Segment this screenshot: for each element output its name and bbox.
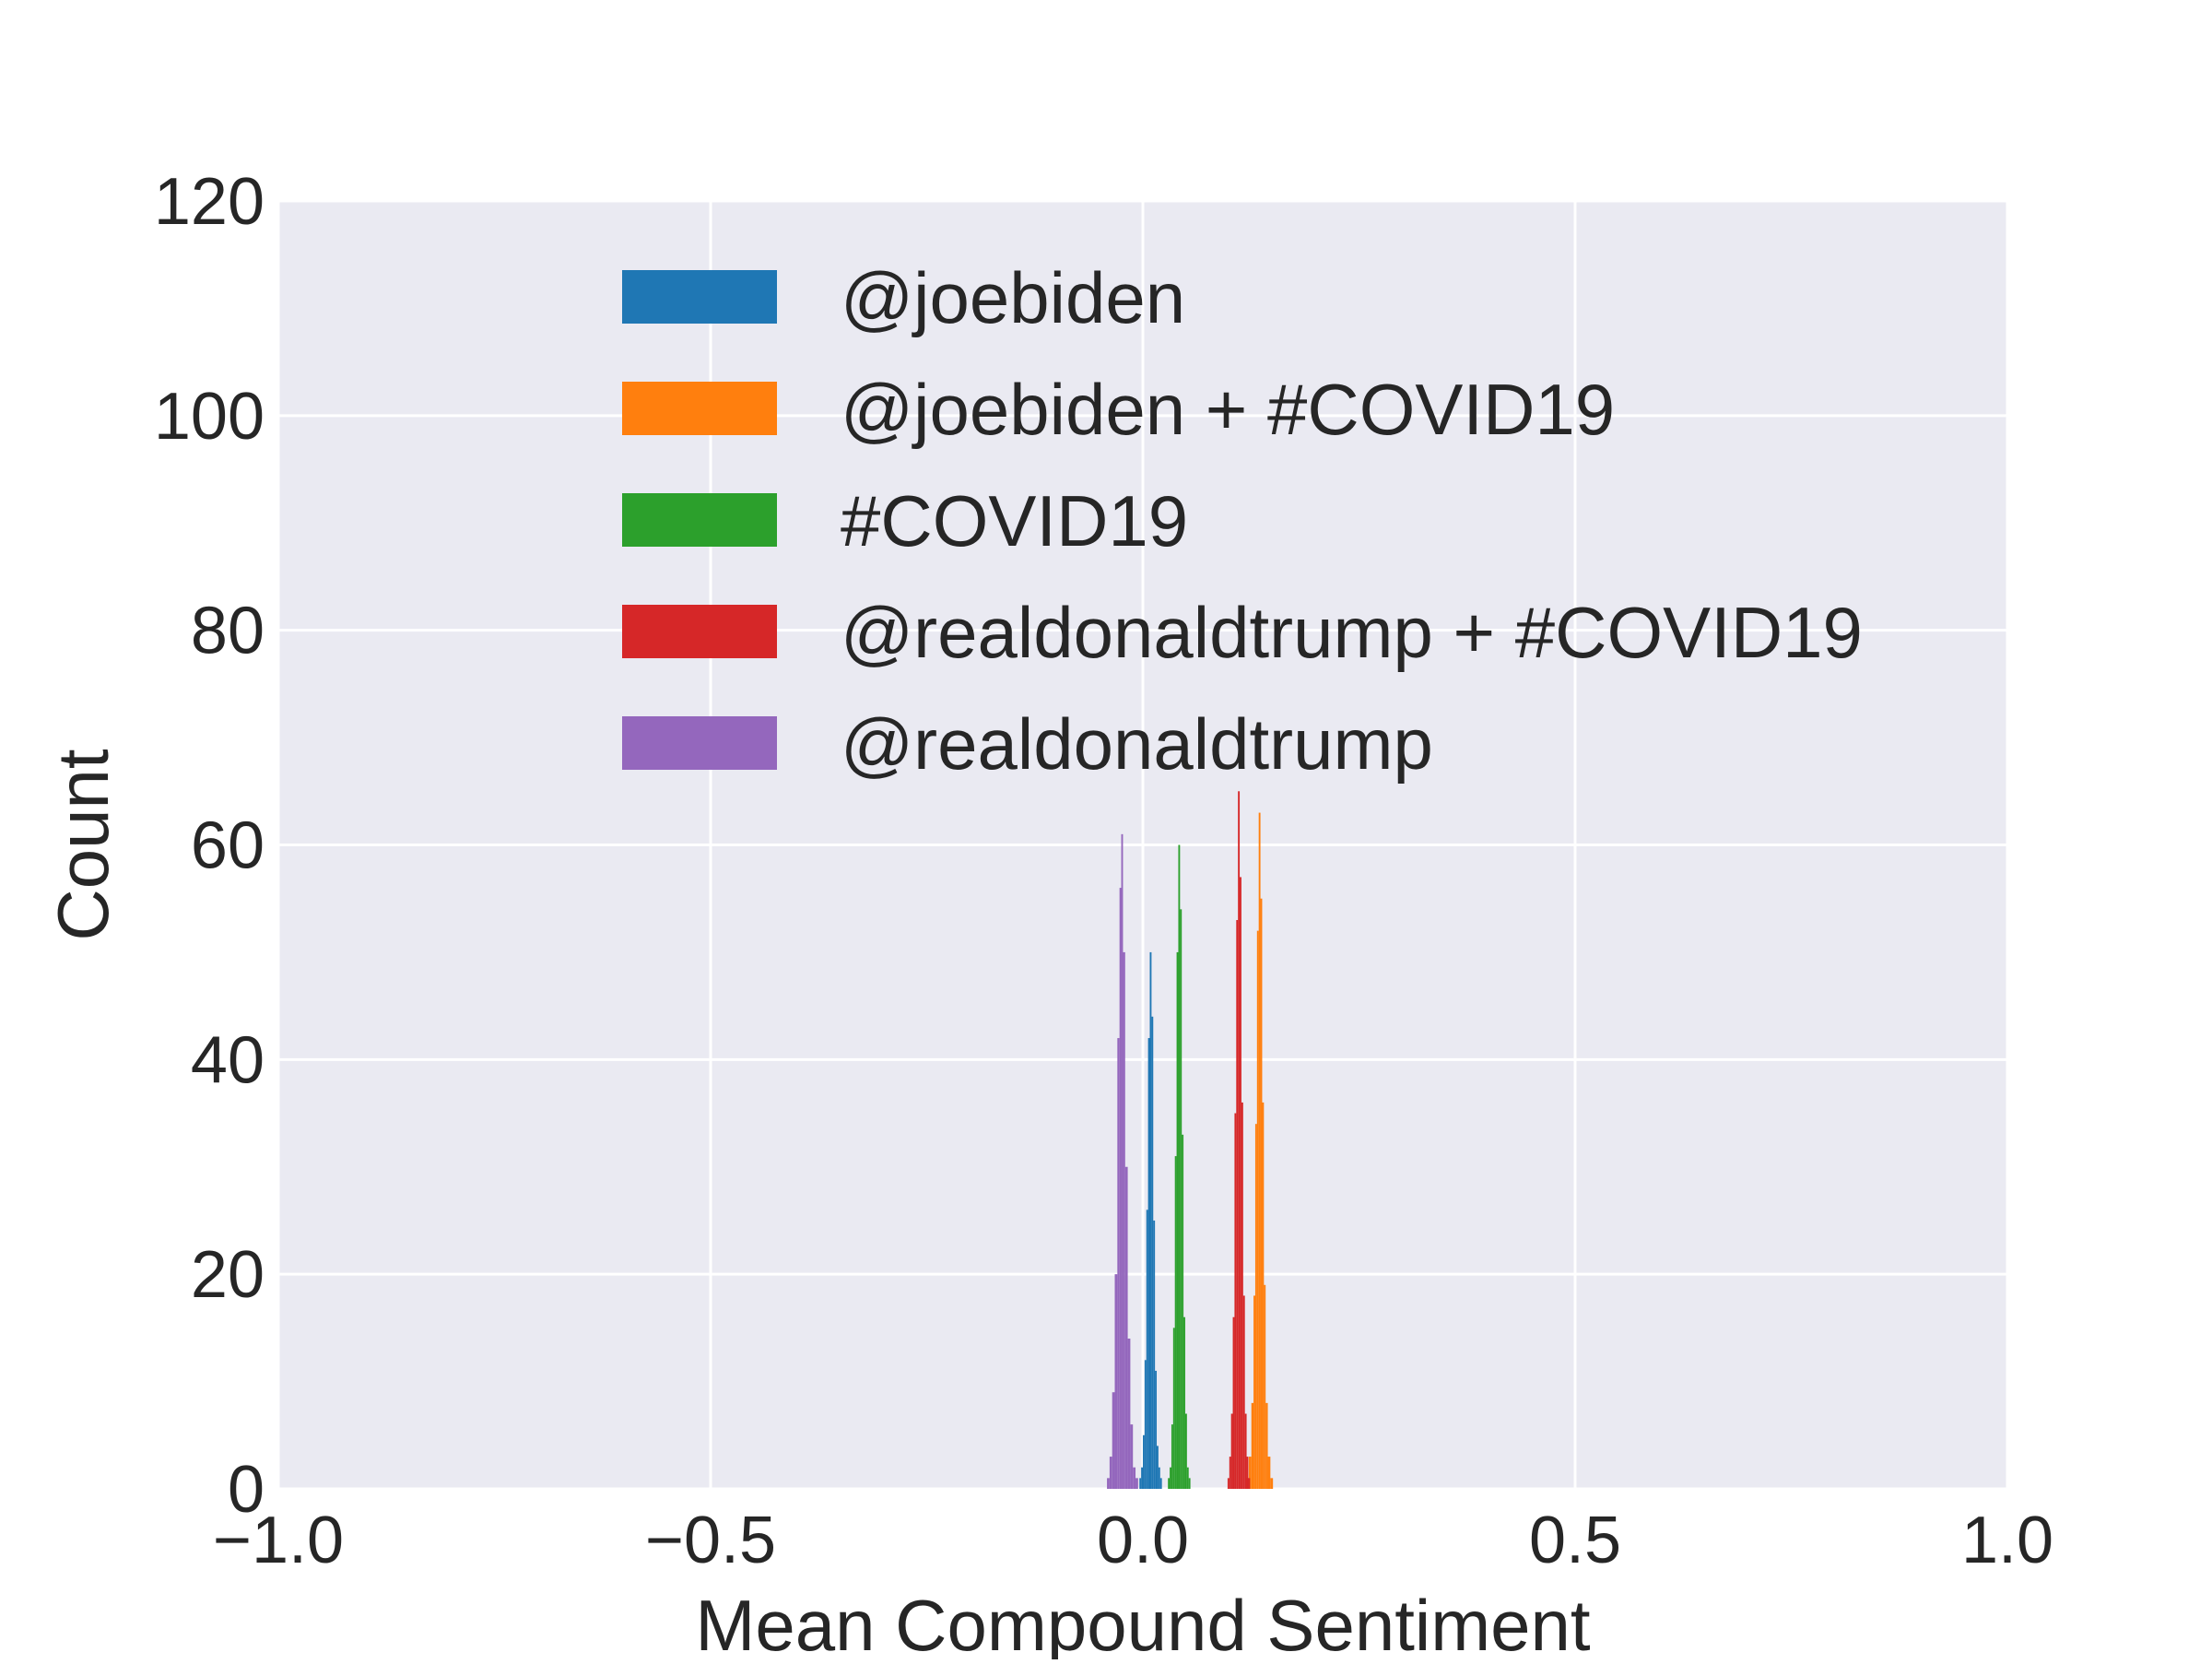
y-tick-label: 40: [191, 1023, 265, 1097]
x-axis-title: Mean Compound Sentiment: [695, 1585, 1591, 1659]
histogram-bar: [1183, 1316, 1185, 1489]
histogram-bar: [1109, 1457, 1112, 1489]
histogram-bar: [1262, 1102, 1265, 1489]
series-4: [1107, 833, 1138, 1489]
histogram-bar: [1119, 888, 1122, 1489]
histogram-bar: [1236, 919, 1239, 1489]
legend-label: @realdonaldtrump: [841, 703, 1433, 785]
tick-labels: −1.0 −0.5 0.0 0.5 1.0 0 20 40 60 80 100 120: [154, 165, 2053, 1577]
histogram-bar: [1248, 1457, 1252, 1489]
x-tick-label: 0.0: [1097, 1504, 1189, 1577]
histogram-bar: [1240, 877, 1241, 1489]
legend-label: #COVID19: [841, 480, 1188, 561]
histogram-bar: [1253, 1295, 1255, 1489]
x-tick-label: 1.0: [1961, 1504, 2053, 1577]
histogram-bar: [1139, 1478, 1142, 1489]
y-tick-label: 20: [191, 1238, 265, 1312]
x-tick-label: −0.5: [645, 1504, 776, 1577]
histogram-bar: [1114, 1274, 1118, 1489]
histogram-bar: [1176, 951, 1179, 1489]
legend-label: @joebiden + #COVID19: [841, 369, 1615, 450]
series-1: [1246, 812, 1274, 1489]
legend-swatch: [622, 270, 777, 324]
histogram-bar: [1182, 1134, 1184, 1489]
x-tick-label: −1.0: [213, 1504, 344, 1577]
histogram-bar: [1227, 1478, 1230, 1489]
histogram-bar: [1168, 1478, 1171, 1489]
histogram-bar: [1256, 930, 1259, 1489]
y-tick-label: 80: [191, 595, 265, 668]
histogram-bar: [1147, 1038, 1150, 1489]
legend: @joebiden @joebiden + #COVID19 #COVID19 @re…: [622, 257, 1863, 785]
y-tick-label: 0: [228, 1453, 265, 1527]
histogram-bar: [1141, 1467, 1143, 1489]
histogram-bar: [1143, 1434, 1145, 1489]
histogram-bar: [1180, 909, 1182, 1489]
legend-swatch: [622, 605, 777, 658]
legend-label: @realdonaldtrump + #COVID19: [841, 592, 1863, 673]
y-axis-title: Count: [42, 749, 124, 940]
legend-swatch: [622, 382, 777, 435]
histogram-bar: [1127, 1339, 1131, 1489]
histogram-bar: [1130, 1424, 1134, 1489]
histogram-bar: [1270, 1478, 1274, 1489]
legend-swatch: [622, 716, 777, 770]
histogram-bar: [1124, 1166, 1128, 1489]
histogram-bar: [1174, 1156, 1177, 1489]
histogram-bar: [1172, 1328, 1175, 1489]
histogram-bar: [1151, 1016, 1154, 1489]
histogram-bar: [1258, 812, 1261, 1489]
histogram-bar: [1241, 1102, 1243, 1489]
histogram-bar: [1232, 1316, 1235, 1489]
y-tick-label: 60: [191, 809, 265, 883]
histogram-bar: [1153, 1220, 1156, 1489]
series-0: [1139, 951, 1162, 1489]
histogram-bar: [1158, 1467, 1160, 1489]
histogram-bar: [1242, 1295, 1245, 1489]
histogram-bar: [1184, 1413, 1187, 1489]
grid-lines: [276, 199, 2009, 1491]
x-tick-label: 0.5: [1529, 1504, 1621, 1577]
histogram-bar: [1170, 1467, 1171, 1489]
legend-swatch: [622, 493, 777, 547]
histogram-bar: [1264, 1284, 1266, 1489]
histogram-bar: [1171, 1424, 1173, 1489]
histogram-bar: [1246, 1457, 1249, 1489]
histogram-bar: [1112, 1392, 1115, 1489]
histogram-bar: [1267, 1457, 1271, 1489]
histogram-bar: [1178, 844, 1181, 1489]
histogram-bar: [1230, 1413, 1233, 1489]
histogram-bar: [1157, 1446, 1159, 1489]
series-2: [1168, 844, 1191, 1489]
histogram-bar: [1123, 951, 1125, 1489]
histogram-bar: [1248, 1478, 1251, 1489]
histogram-bar: [1159, 1478, 1162, 1489]
histogram-bar: [1155, 1370, 1158, 1489]
histogram-bars: [1107, 791, 1274, 1489]
histogram-bar: [1229, 1457, 1231, 1489]
series-3: [1227, 791, 1251, 1489]
histogram-bar: [1260, 898, 1263, 1489]
histogram-bar: [1251, 1402, 1254, 1489]
histogram-bar: [1186, 1467, 1189, 1489]
y-tick-label: 100: [154, 380, 265, 454]
histogram-bar: [1254, 1124, 1257, 1489]
histogram-bar: [1188, 1478, 1191, 1489]
histogram-bar: [1107, 1478, 1110, 1489]
histogram-bar: [1238, 791, 1241, 1489]
legend-label: @joebiden: [841, 257, 1185, 338]
histogram-bar: [1144, 1360, 1147, 1489]
histogram-bar: [1265, 1402, 1268, 1489]
histogram-bar: [1121, 833, 1124, 1489]
y-tick-label: 120: [154, 165, 265, 239]
histogram-bar: [1117, 1038, 1120, 1489]
histogram-bar: [1133, 1467, 1136, 1489]
histogram-bar: [1135, 1478, 1138, 1489]
histogram-bar: [1149, 951, 1152, 1489]
histogram-bar: [1146, 1210, 1148, 1489]
histogram-bar: [1244, 1413, 1247, 1489]
histogram-bar: [1234, 1113, 1237, 1489]
